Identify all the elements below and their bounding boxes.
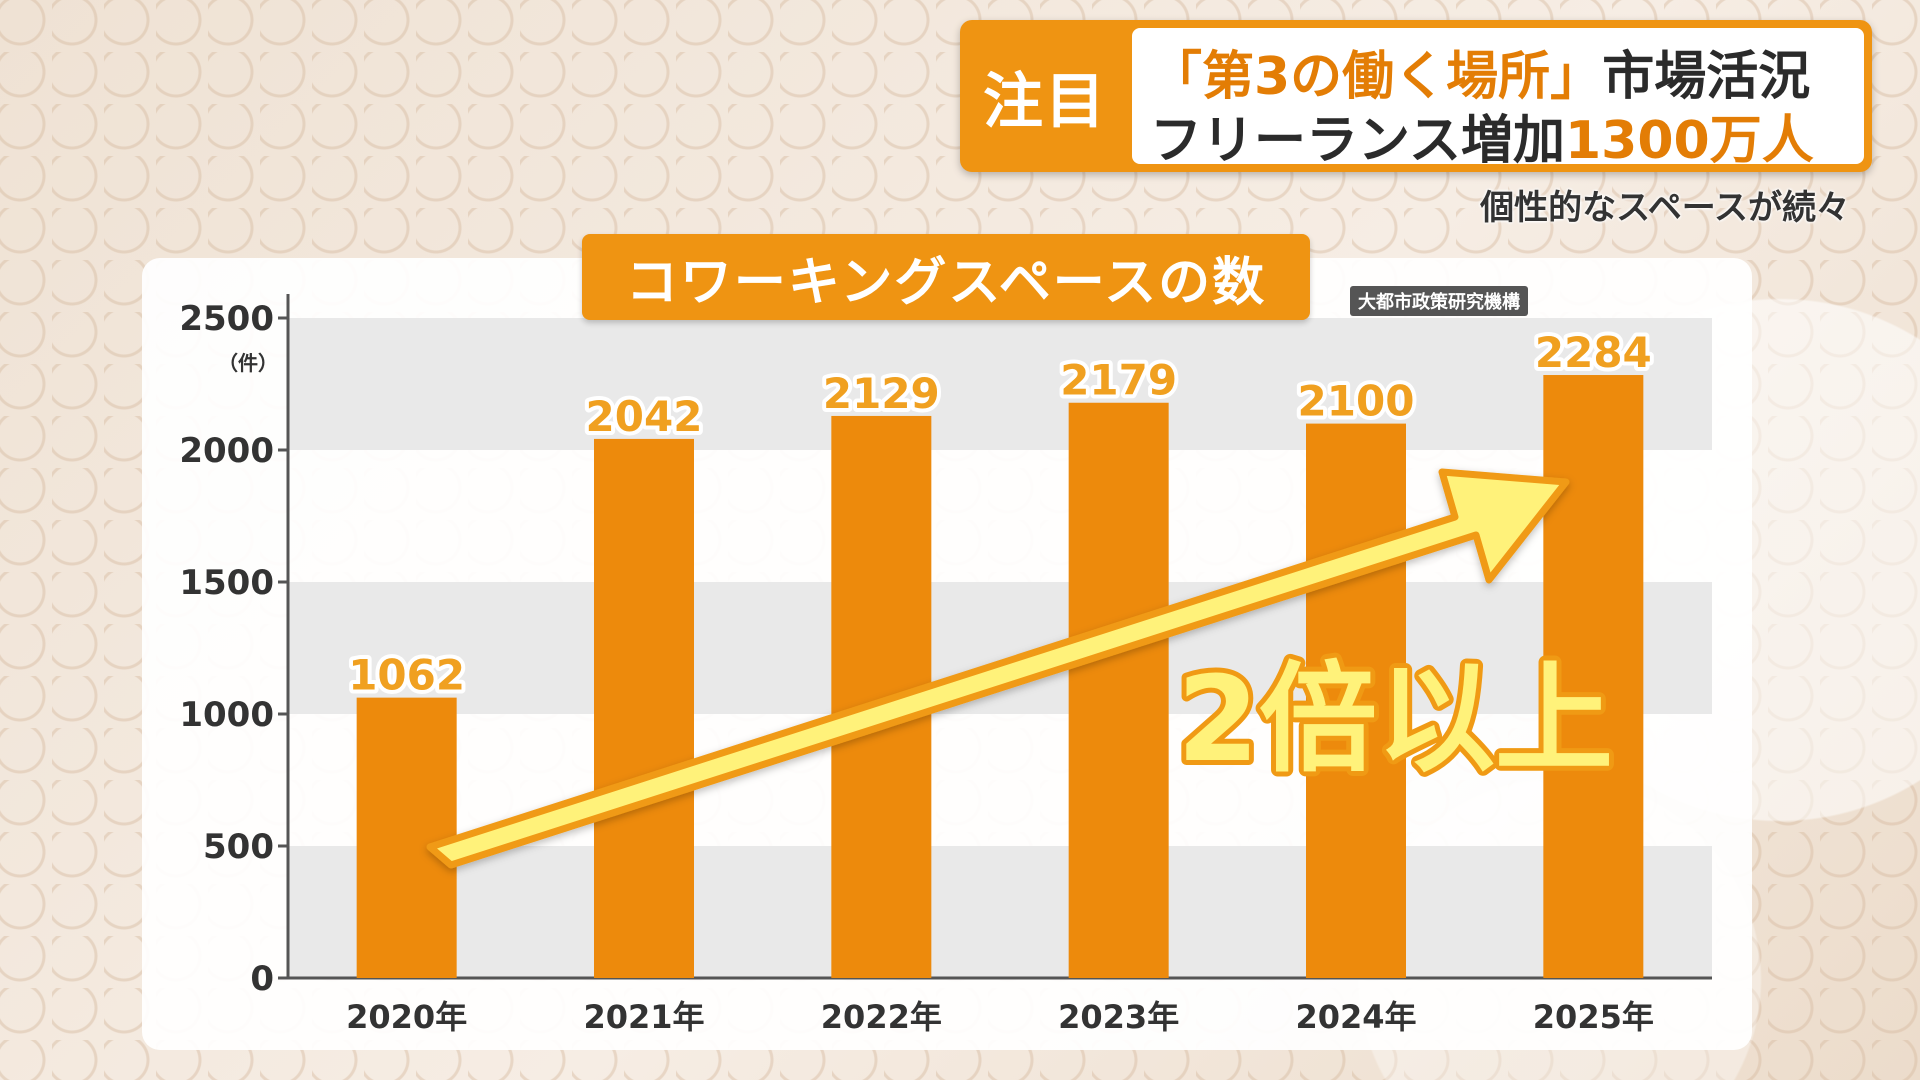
headline-banner: 注目 「第3の働く場所」市場活況 フリーランス増加1300万人: [960, 20, 1872, 172]
x-tick-labels: 2020年 2021年 2022年 2023年 2024年 2025年: [346, 998, 1654, 1036]
grid-bands: [288, 318, 1712, 978]
y-tick-label: 2000: [179, 431, 274, 471]
bar: [594, 438, 694, 978]
y-tick-label: 1500: [179, 563, 274, 603]
chart-title: コワーキングスペースの数: [582, 234, 1310, 320]
source-label: 大都市政策研究機構: [1350, 286, 1528, 316]
headline-line-2-text: フリーランス増加: [1150, 111, 1565, 171]
axes: [278, 294, 1712, 980]
value-label: 2042: [586, 392, 703, 441]
value-label: 1062: [348, 651, 465, 700]
headline-line-2-highlight: 1300万人: [1564, 111, 1814, 171]
headline-tag: 注目: [983, 66, 1107, 137]
x-tick-label: 2024年: [1295, 998, 1416, 1036]
headline-line-2: フリーランス増加1300万人: [1150, 98, 1814, 173]
value-labels: 1062 2042 2129 2179 2100 2284: [344, 324, 1656, 704]
x-tick-label: 2025年: [1533, 998, 1654, 1036]
bar: [356, 697, 457, 978]
headline-line-1-rest: 市場活況: [1602, 47, 1811, 107]
y-tick-label: 500: [203, 827, 274, 867]
x-tick-label: 2021年: [583, 998, 704, 1036]
grid-band: [288, 582, 1712, 714]
bar: [1306, 423, 1406, 979]
headline-line-1: 「第3の働く場所」市場活況: [1150, 34, 1810, 109]
headline-line-1-highlight: 「第3の働く場所」: [1150, 47, 1603, 107]
y-tick-label: 1000: [179, 695, 274, 735]
bars: [356, 375, 1644, 979]
y-unit-label: （件）: [218, 351, 278, 375]
value-label: 2129: [823, 369, 940, 418]
y-tick-label: 2500: [179, 299, 274, 339]
x-tick-label: 2023年: [1058, 998, 1179, 1036]
grid-band: [288, 846, 1712, 978]
x-tick-label: 2020年: [346, 998, 467, 1036]
y-tick-label: 0: [250, 959, 274, 999]
y-tick-labels: 0 500 1000 1500 2000 2500: [179, 299, 274, 999]
grid-band: [288, 318, 1712, 450]
value-label: 2179: [1060, 356, 1177, 405]
subtitle: 個性的なスペースが続々: [1480, 188, 1850, 228]
value-label: 2284: [1535, 328, 1652, 377]
value-label: 2100: [1298, 377, 1415, 426]
bar: [1068, 402, 1169, 978]
x-tick-label: 2022年: [821, 998, 942, 1036]
annotation-text: 2倍以上: [1177, 650, 1613, 788]
trend-arrow: [426, 468, 1570, 869]
headline-panel: 「第3の働く場所」市場活況 フリーランス増加1300万人: [1132, 28, 1864, 171]
bar: [1543, 375, 1644, 978]
